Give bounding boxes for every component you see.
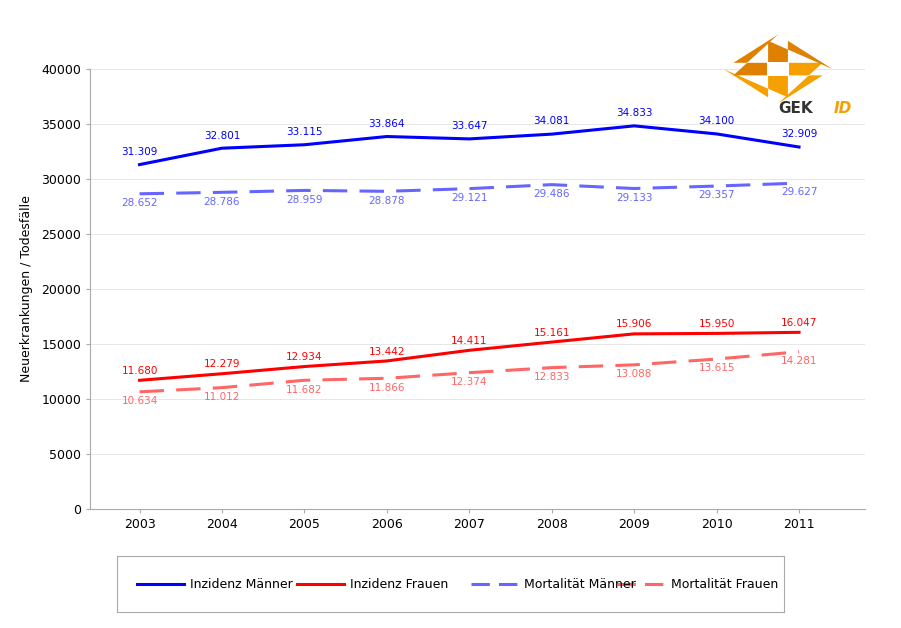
Mortalität Frauen <box>299 377 310 384</box>
Text: Inzidenz Männer: Inzidenz Männer <box>190 578 293 590</box>
Text: 13.088: 13.088 <box>616 369 652 379</box>
Text: 29.133: 29.133 <box>616 193 652 203</box>
Text: 12.934: 12.934 <box>287 352 323 362</box>
Text: 11.866: 11.866 <box>369 382 405 392</box>
Text: 14.281: 14.281 <box>781 356 817 366</box>
Text: 34.081: 34.081 <box>533 116 570 126</box>
Text: 29.627: 29.627 <box>781 188 817 197</box>
Line: Inzidenz Männer: Inzidenz Männer <box>140 126 799 165</box>
Inzidenz Männer <box>711 130 722 138</box>
Inzidenz Männer <box>216 144 227 152</box>
Inzidenz Frauen <box>216 370 227 377</box>
Text: 33.864: 33.864 <box>369 119 405 129</box>
Text: 12.374: 12.374 <box>451 377 487 387</box>
Mortalität Frauen <box>216 384 227 391</box>
Mortalität Frauen <box>464 369 475 376</box>
Mortalität Männer <box>216 188 227 196</box>
Text: 33.115: 33.115 <box>287 127 323 137</box>
Text: ID: ID <box>834 100 852 116</box>
Text: 15.161: 15.161 <box>533 328 570 338</box>
Text: 14.411: 14.411 <box>451 336 487 346</box>
Text: 31.309: 31.309 <box>122 147 158 157</box>
Inzidenz Männer <box>464 135 475 143</box>
Text: 34.833: 34.833 <box>616 108 652 118</box>
Inzidenz Männer <box>134 161 145 168</box>
Text: 28.959: 28.959 <box>287 195 323 205</box>
Text: 13.442: 13.442 <box>369 347 405 357</box>
Polygon shape <box>724 69 787 97</box>
Mortalität Männer <box>299 187 310 194</box>
Text: 13.615: 13.615 <box>698 364 735 374</box>
Text: 33.647: 33.647 <box>451 121 487 131</box>
Mortalität Frauen <box>629 361 640 369</box>
Mortalität Frauen <box>134 388 145 396</box>
Text: 12.833: 12.833 <box>533 372 570 382</box>
Line: Mortalität Frauen: Mortalität Frauen <box>140 352 799 392</box>
Text: 11.680: 11.680 <box>122 366 158 376</box>
Inzidenz Männer <box>546 131 557 138</box>
Inzidenz Männer <box>629 122 640 129</box>
Text: 28.878: 28.878 <box>369 196 405 206</box>
Mortalität Männer <box>794 180 805 187</box>
Text: Mortalität Frauen: Mortalität Frauen <box>670 578 778 590</box>
Text: 11.682: 11.682 <box>287 385 323 394</box>
Inzidenz Frauen <box>381 357 392 365</box>
Inzidenz Frauen <box>794 328 805 336</box>
Mortalität Männer <box>629 185 640 192</box>
Polygon shape <box>768 41 833 69</box>
Inzidenz Männer <box>299 141 310 148</box>
Text: Inzidenz Frauen: Inzidenz Frauen <box>350 578 449 590</box>
Text: 11.012: 11.012 <box>204 392 241 402</box>
Text: 12.279: 12.279 <box>204 359 241 369</box>
Y-axis label: Neuerkrankungen / Todesfälle: Neuerkrankungen / Todesfälle <box>20 195 32 382</box>
Text: 28.652: 28.652 <box>122 198 158 208</box>
Polygon shape <box>733 35 778 75</box>
Text: 15.906: 15.906 <box>616 320 652 330</box>
Inzidenz Frauen <box>711 330 722 337</box>
Text: 10.634: 10.634 <box>122 396 158 406</box>
Inzidenz Frauen <box>464 347 475 354</box>
Line: Inzidenz Frauen: Inzidenz Frauen <box>140 332 799 381</box>
Mortalität Männer <box>381 188 392 195</box>
Bar <box>767 62 789 76</box>
Mortalität Männer <box>711 182 722 190</box>
Mortalität Frauen <box>711 355 722 363</box>
Mortalität Männer <box>464 185 475 192</box>
Inzidenz Männer <box>381 133 392 140</box>
Text: 16.047: 16.047 <box>781 318 817 328</box>
Text: 32.801: 32.801 <box>204 131 241 141</box>
Mortalität Frauen <box>794 348 805 355</box>
Text: 32.909: 32.909 <box>781 129 817 139</box>
Text: 15.950: 15.950 <box>698 319 735 329</box>
Mortalität Männer <box>546 181 557 188</box>
Text: 28.786: 28.786 <box>204 197 241 207</box>
Inzidenz Männer <box>794 143 805 151</box>
Polygon shape <box>778 63 823 104</box>
Text: 29.121: 29.121 <box>451 193 487 203</box>
Text: Mortalität Männer: Mortalität Männer <box>523 578 635 590</box>
Inzidenz Frauen <box>629 330 640 338</box>
Inzidenz Frauen <box>299 363 310 371</box>
Mortalität Männer <box>134 190 145 198</box>
Text: 29.357: 29.357 <box>698 190 735 200</box>
Mortalität Frauen <box>381 374 392 382</box>
Text: 29.486: 29.486 <box>533 189 570 199</box>
Mortalität Frauen <box>546 364 557 371</box>
Inzidenz Frauen <box>546 338 557 346</box>
Text: 34.100: 34.100 <box>698 116 734 126</box>
Line: Mortalität Männer: Mortalität Männer <box>140 183 799 194</box>
Text: GEK: GEK <box>778 100 813 116</box>
Inzidenz Frauen <box>134 377 145 384</box>
